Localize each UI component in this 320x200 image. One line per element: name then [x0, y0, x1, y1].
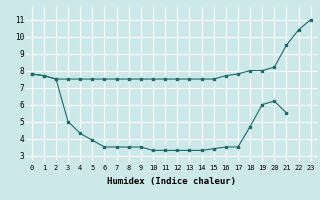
X-axis label: Humidex (Indice chaleur): Humidex (Indice chaleur) [107, 177, 236, 186]
